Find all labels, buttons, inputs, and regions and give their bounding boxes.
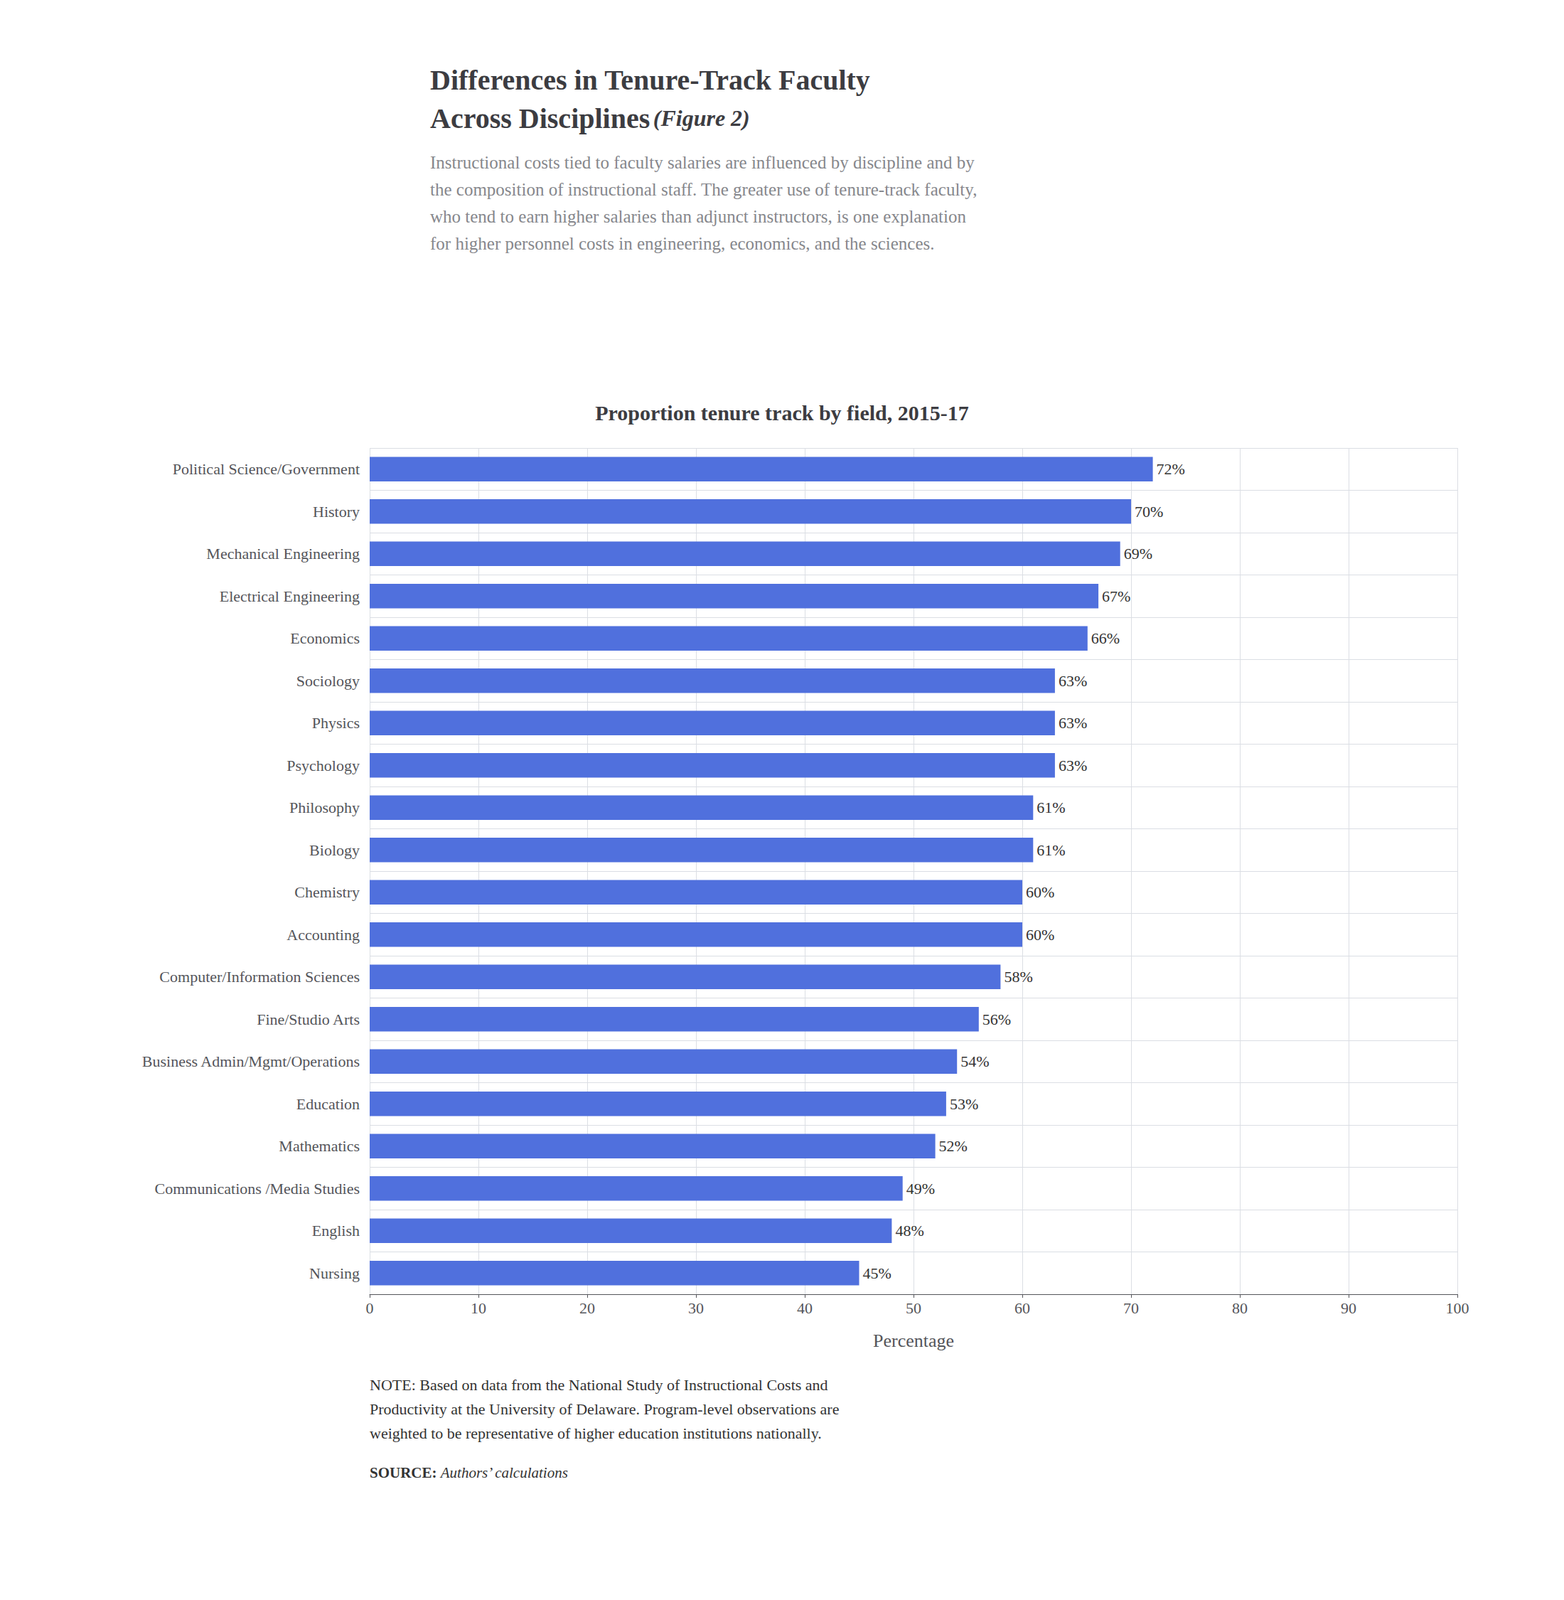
svg-text:20: 20 <box>579 1298 596 1317</box>
svg-text:48%: 48% <box>895 1221 924 1240</box>
svg-text:Economics: Economics <box>290 629 360 647</box>
svg-text:the composition of instruction: the composition of instructional staff. … <box>430 179 977 200</box>
svg-text:Psychology: Psychology <box>286 756 360 775</box>
svg-text:66%: 66% <box>1091 629 1120 647</box>
svg-text:Business Admin/Mgmt/Operations: Business Admin/Mgmt/Operations <box>142 1052 360 1070</box>
svg-text:NOTE: Based on data from the N: NOTE: Based on data from the National St… <box>369 1375 829 1394</box>
svg-text:49%: 49% <box>906 1179 935 1198</box>
svg-text:58%: 58% <box>1003 967 1033 986</box>
svg-text:63%: 63% <box>1058 756 1087 775</box>
svg-text:weighted to be representative: weighted to be representative of higher … <box>369 1423 822 1442</box>
svg-text:Sociology: Sociology <box>296 671 360 690</box>
svg-text:Philosophy: Philosophy <box>289 798 360 817</box>
svg-text:Proportion tenure track by fie: Proportion tenure track by field, 2015-1… <box>595 400 969 425</box>
svg-text:(Figure 2): (Figure 2) <box>653 105 751 131</box>
svg-text:50: 50 <box>905 1298 922 1317</box>
svg-text:63%: 63% <box>1058 713 1087 732</box>
svg-text:Across Disciplines: Across Disciplines <box>430 102 650 135</box>
svg-text:45%: 45% <box>863 1263 892 1282</box>
svg-text:Communications /Media Studies: Communications /Media Studies <box>154 1179 360 1198</box>
svg-text:Mathematics: Mathematics <box>278 1136 360 1155</box>
svg-text:80: 80 <box>1232 1298 1248 1317</box>
svg-text:Electrical Engineering: Electrical Engineering <box>219 587 360 605</box>
svg-text:10: 10 <box>470 1298 487 1317</box>
svg-text:Mechanical Engineering: Mechanical Engineering <box>206 544 360 563</box>
svg-text:Productivity at the University: Productivity at the University of Delawa… <box>369 1399 839 1418</box>
svg-text:53%: 53% <box>949 1094 979 1113</box>
svg-text:Accounting: Accounting <box>286 925 360 944</box>
svg-text:54%: 54% <box>960 1052 989 1070</box>
svg-text:Fine/Studio Arts: Fine/Studio Arts <box>256 1010 360 1028</box>
svg-text:Political Science/Government: Political Science/Government <box>172 459 360 478</box>
svg-text:Education: Education <box>296 1094 360 1113</box>
svg-text:67%: 67% <box>1101 587 1131 605</box>
svg-text:60%: 60% <box>1025 925 1055 944</box>
svg-text:Physics: Physics <box>312 713 360 732</box>
svg-text:Nursing: Nursing <box>309 1263 360 1282</box>
svg-text:History: History <box>312 502 360 521</box>
svg-text:SOURCE:: SOURCE: <box>369 1463 438 1481</box>
svg-text:72%: 72% <box>1156 459 1186 478</box>
svg-text:70%: 70% <box>1134 502 1164 521</box>
svg-text:61%: 61% <box>1036 798 1065 817</box>
svg-text:60%: 60% <box>1025 882 1055 901</box>
svg-text:61%: 61% <box>1036 841 1065 859</box>
svg-text:Instructional costs tied to fa: Instructional costs tied to faculty sala… <box>430 152 975 173</box>
svg-text:63%: 63% <box>1058 671 1087 690</box>
svg-text:56%: 56% <box>982 1010 1011 1028</box>
svg-text:52%: 52% <box>939 1136 968 1155</box>
svg-text:Chemistry: Chemistry <box>294 882 360 901</box>
svg-text:Authors’ calculations: Authors’ calculations <box>439 1463 569 1481</box>
svg-text:Percentage: Percentage <box>872 1330 955 1351</box>
svg-text:Biology: Biology <box>309 841 360 859</box>
svg-text:70: 70 <box>1123 1298 1139 1317</box>
svg-text:English: English <box>312 1221 360 1240</box>
svg-text:for higher personnel costs in: for higher personnel costs in engineerin… <box>430 233 935 254</box>
svg-text:40: 40 <box>796 1298 813 1317</box>
svg-text:0: 0 <box>366 1298 374 1317</box>
svg-text:Differences in Tenure-Track Fa: Differences in Tenure-Track Faculty <box>430 63 871 96</box>
svg-text:69%: 69% <box>1123 544 1153 563</box>
svg-text:90: 90 <box>1340 1298 1357 1317</box>
svg-text:Computer/Information Sciences: Computer/Information Sciences <box>159 967 360 986</box>
svg-text:who tend to earn higher salari: who tend to earn higher salaries than ad… <box>430 206 967 227</box>
svg-text:30: 30 <box>688 1298 704 1317</box>
svg-text:100: 100 <box>1445 1298 1470 1317</box>
svg-text:60: 60 <box>1014 1298 1031 1317</box>
